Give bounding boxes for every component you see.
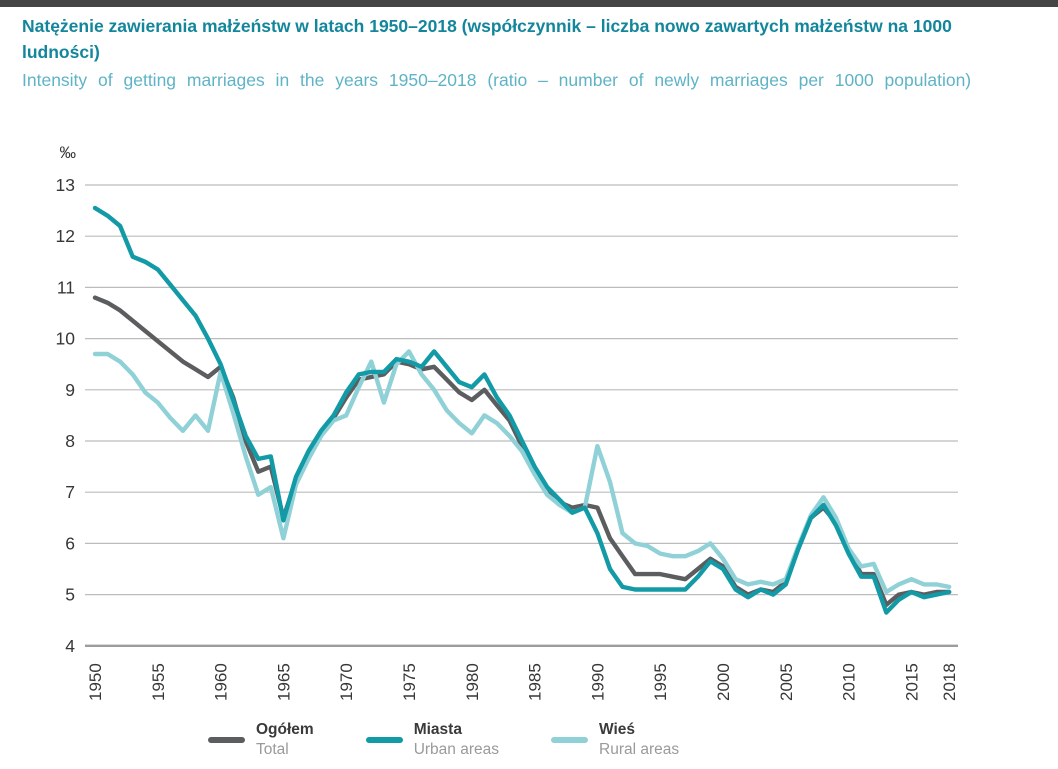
legend-labels: Ogółem Total [256, 720, 314, 760]
legend-labels: Miasta Urban areas [414, 720, 499, 760]
legend-item-total: Ogółem Total [208, 720, 314, 760]
legend-item-rural: Wieś Rural areas [551, 720, 679, 760]
y-tick-label-10: 10 [56, 329, 76, 349]
x-tick-label-1955: 1955 [149, 663, 168, 701]
x-tick-label-2018: 2018 [940, 663, 959, 701]
legend-label-en: Urban areas [414, 740, 499, 760]
y-tick-label-6: 6 [65, 533, 75, 553]
chart-legend: Ogółem Total Miasta Urban areas Wieś Rur… [208, 720, 679, 760]
x-tick-label-2010: 2010 [840, 663, 859, 701]
legend-label-en: Rural areas [599, 740, 679, 760]
x-tick-label-1995: 1995 [651, 663, 670, 701]
y-tick-label-12: 12 [56, 226, 75, 246]
legend-label-en: Total [256, 740, 314, 760]
legend-label-pl: Wieś [599, 720, 679, 740]
x-tick-label-1990: 1990 [588, 663, 607, 701]
x-tick-label-1960: 1960 [212, 663, 231, 701]
legend-item-urban: Miasta Urban areas [366, 720, 499, 760]
y-tick-label-7: 7 [65, 482, 75, 502]
legend-label-pl: Miasta [414, 720, 499, 740]
y-tick-label-9: 9 [65, 380, 75, 400]
legend-labels: Wieś Rural areas [599, 720, 679, 760]
y-tick-label-5: 5 [65, 585, 75, 605]
y-tick-label-11: 11 [57, 277, 75, 297]
y-tick-label-8: 8 [65, 431, 75, 451]
series-line-rural-areas [95, 351, 949, 592]
rural-line-swatch-icon [551, 737, 588, 743]
series-line-urban-areas [95, 208, 949, 613]
y-tick-label-4: 4 [65, 636, 75, 656]
y-tick-label-13: 13 [56, 175, 75, 195]
x-tick-label-1975: 1975 [400, 663, 419, 701]
x-tick-label-1950: 1950 [86, 663, 105, 701]
x-tick-label-1970: 1970 [337, 663, 356, 701]
marriage-rate-line-chart: ‰ 13 12 11 10 9 8 7 6 5 4 1950 1955 1960 1965 1970 1975 1… [0, 0, 1058, 769]
legend-label-pl: Ogółem [256, 720, 314, 740]
x-tick-label-2005: 2005 [777, 663, 796, 701]
x-tick-label-1965: 1965 [274, 663, 293, 701]
unit-permille-label: ‰ [60, 144, 77, 162]
x-tick-label-1980: 1980 [463, 663, 482, 701]
x-tick-label-2000: 2000 [714, 663, 733, 701]
x-tick-label-2015: 2015 [902, 663, 921, 701]
urban-line-swatch-icon [366, 737, 403, 743]
total-line-swatch-icon [208, 737, 245, 743]
x-tick-label-1985: 1985 [526, 663, 545, 701]
